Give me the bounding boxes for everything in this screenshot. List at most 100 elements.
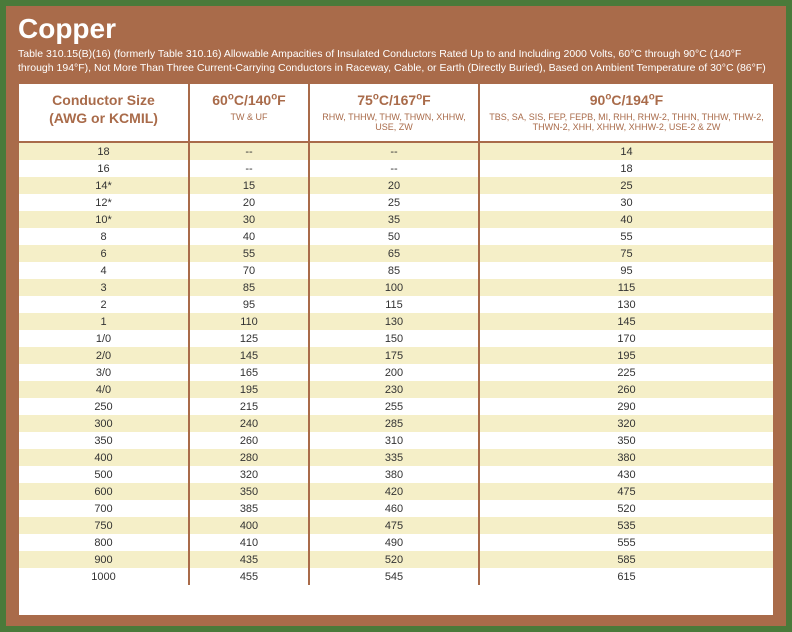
table-row: 1/0125150170 [19, 330, 773, 347]
table-cell: 400 [19, 449, 189, 466]
column-header-main: 60oC/140oF [196, 92, 302, 110]
table-cell: 12* [19, 194, 189, 211]
table-cell: 420 [309, 483, 479, 500]
table-cell: 4/0 [19, 381, 189, 398]
table-cell: 260 [189, 432, 309, 449]
table-cell: 130 [479, 296, 773, 313]
column-header-main: 90oC/194oF [486, 92, 767, 110]
table-cell: 200 [309, 364, 479, 381]
table-cell: 475 [309, 517, 479, 534]
table-row: 700385460520 [19, 500, 773, 517]
table-cell: 615 [479, 568, 773, 585]
column-header-0: Conductor Size(AWG or KCMIL) [19, 84, 189, 142]
table-cell: 175 [309, 347, 479, 364]
table-cell: 16 [19, 160, 189, 177]
table-cell: 55 [189, 245, 309, 262]
outer-border: Copper Table 310.15(B)(16) (formerly Tab… [0, 0, 792, 632]
table-cell: 85 [309, 262, 479, 279]
table-row: 2/0145175195 [19, 347, 773, 364]
table-cell: 350 [189, 483, 309, 500]
ampacity-table: Conductor Size(AWG or KCMIL)60oC/140oFTW… [19, 84, 773, 585]
table-cell: 900 [19, 551, 189, 568]
table-row: 8405055 [19, 228, 773, 245]
table-row: 750400475535 [19, 517, 773, 534]
page-subtitle: Table 310.15(B)(16) (formerly Table 310.… [18, 47, 774, 75]
table-cell: 545 [309, 568, 479, 585]
table-row: 14*152025 [19, 177, 773, 194]
table-cell: 300 [19, 415, 189, 432]
table-cell: 2/0 [19, 347, 189, 364]
table-body: 18----1416----1814*15202512*20253010*303… [19, 142, 773, 585]
table-cell: 70 [189, 262, 309, 279]
table-cell: 350 [479, 432, 773, 449]
table-cell: -- [309, 160, 479, 177]
table-cell: 14 [479, 142, 773, 160]
table-cell: 165 [189, 364, 309, 381]
table-cell: 260 [479, 381, 773, 398]
table-cell: -- [189, 142, 309, 160]
table-cell: -- [309, 142, 479, 160]
table-cell: 585 [479, 551, 773, 568]
table-cell: 500 [19, 466, 189, 483]
table-cell: 800 [19, 534, 189, 551]
table-row: 10*303540 [19, 211, 773, 228]
table-row: 6556575 [19, 245, 773, 262]
table-cell: 18 [19, 142, 189, 160]
table-cell: 490 [309, 534, 479, 551]
table-row: 900435520585 [19, 551, 773, 568]
table-cell: 55 [479, 228, 773, 245]
table-cell: 555 [479, 534, 773, 551]
table-cell: 600 [19, 483, 189, 500]
table-row: 500320380430 [19, 466, 773, 483]
table-row: 300240285320 [19, 415, 773, 432]
table-cell: 380 [479, 449, 773, 466]
table-cell: 430 [479, 466, 773, 483]
table-cell: 310 [309, 432, 479, 449]
table-cell: 240 [189, 415, 309, 432]
table-row: 18----14 [19, 142, 773, 160]
table-cell: 320 [479, 415, 773, 432]
table-row: 1110130145 [19, 313, 773, 330]
table-cell: 125 [189, 330, 309, 347]
table-cell: 3/0 [19, 364, 189, 381]
table-cell: 75 [479, 245, 773, 262]
table-cell: 750 [19, 517, 189, 534]
table-cell: 400 [189, 517, 309, 534]
table-cell: 15 [189, 177, 309, 194]
table-cell: 700 [19, 500, 189, 517]
table-cell: 18 [479, 160, 773, 177]
table-cell: 20 [309, 177, 479, 194]
table-cell: 95 [479, 262, 773, 279]
table-cell: 20 [189, 194, 309, 211]
table-cell: 65 [309, 245, 479, 262]
table-cell: 170 [479, 330, 773, 347]
table-cell: 290 [479, 398, 773, 415]
table-cell: 255 [309, 398, 479, 415]
table-cell: -- [189, 160, 309, 177]
column-header-main: Conductor Size(AWG or KCMIL) [25, 92, 182, 127]
table-cell: 1/0 [19, 330, 189, 347]
table-cell: 460 [309, 500, 479, 517]
table-cell: 30 [479, 194, 773, 211]
table-row: 400280335380 [19, 449, 773, 466]
table-cell: 115 [309, 296, 479, 313]
table-row: 600350420475 [19, 483, 773, 500]
table-cell: 6 [19, 245, 189, 262]
table-cell: 195 [479, 347, 773, 364]
table-cell: 350 [19, 432, 189, 449]
table-cell: 320 [189, 466, 309, 483]
table-cell: 8 [19, 228, 189, 245]
table-row: 4708595 [19, 262, 773, 279]
table-row: 295115130 [19, 296, 773, 313]
table-cell: 285 [309, 415, 479, 432]
table-cell: 40 [189, 228, 309, 245]
table-cell: 1000 [19, 568, 189, 585]
table-row: 3/0165200225 [19, 364, 773, 381]
table-cell: 95 [189, 296, 309, 313]
table-row: 16----18 [19, 160, 773, 177]
table-cell: 85 [189, 279, 309, 296]
table-cell: 280 [189, 449, 309, 466]
table-cell: 435 [189, 551, 309, 568]
table-row: 12*202530 [19, 194, 773, 211]
column-header-main: 75oC/167oF [316, 92, 472, 110]
